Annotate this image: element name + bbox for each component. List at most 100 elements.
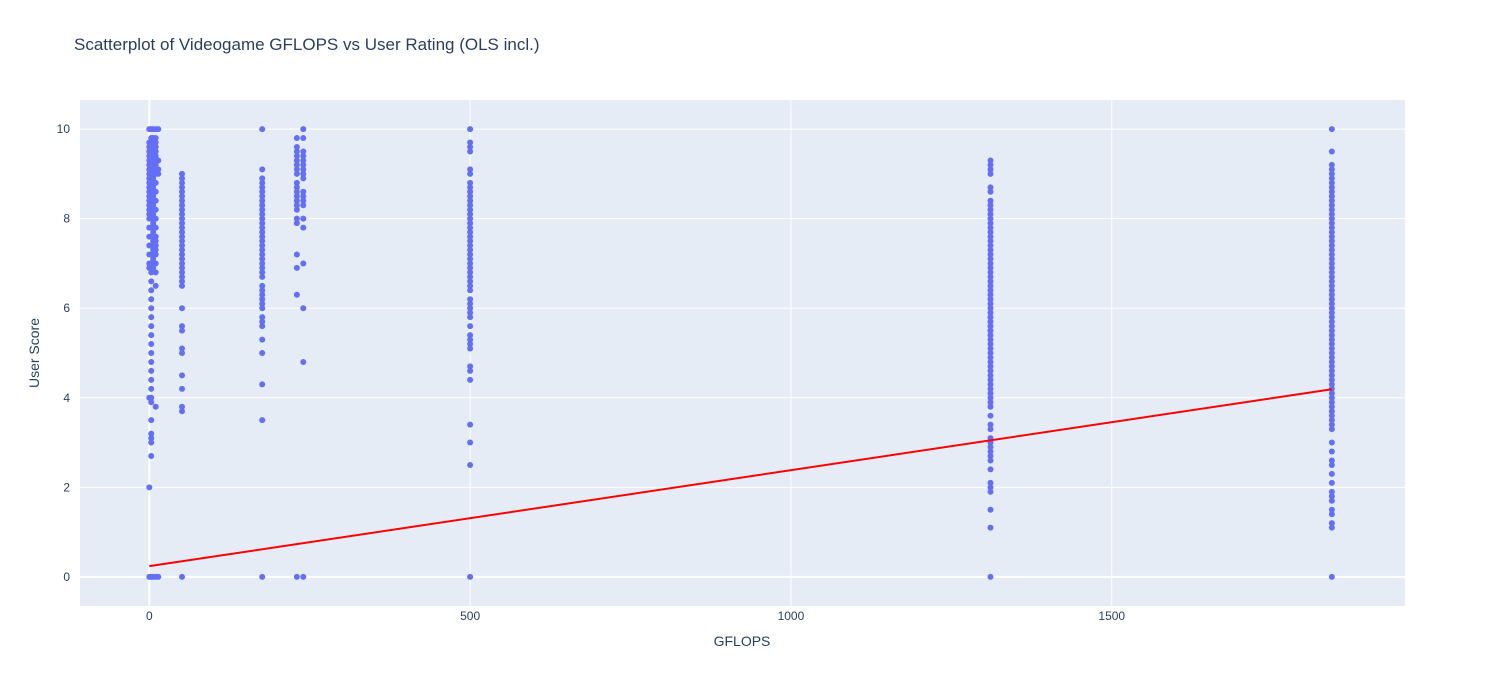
data-point — [987, 188, 994, 195]
data-point — [179, 573, 186, 580]
data-point — [300, 305, 307, 312]
data-point — [293, 573, 300, 580]
data-point — [467, 139, 474, 146]
data-point — [1328, 179, 1335, 186]
data-point — [987, 484, 994, 491]
data-point — [987, 524, 994, 531]
data-point — [1328, 278, 1335, 285]
data-point — [152, 139, 159, 146]
data-point — [152, 197, 159, 204]
data-point — [259, 224, 266, 231]
x-tick-label: 500 — [460, 609, 480, 623]
data-point — [987, 350, 994, 356]
data-point — [148, 358, 155, 365]
data-point — [1328, 403, 1335, 410]
data-point — [259, 233, 266, 240]
data-point — [467, 367, 474, 374]
y-tick-label: 6 — [63, 301, 70, 315]
data-point — [467, 220, 474, 227]
data-point — [1328, 161, 1335, 168]
data-point — [152, 161, 159, 168]
data-point — [1328, 188, 1335, 195]
data-point — [1328, 184, 1335, 191]
data-point — [1328, 282, 1335, 289]
data-point — [987, 197, 994, 204]
data-point — [179, 238, 186, 245]
data-point — [1328, 126, 1335, 133]
data-point — [148, 269, 155, 276]
data-point — [300, 358, 307, 365]
data-point — [1328, 439, 1335, 446]
data-point — [179, 197, 186, 204]
data-point — [259, 381, 266, 388]
y-axis-ticks: 0 2 4 6 8 10 — [57, 122, 71, 584]
data-point — [467, 144, 474, 151]
data-point — [987, 255, 994, 262]
data-point — [179, 179, 186, 186]
data-point — [1328, 381, 1335, 388]
data-point — [179, 184, 186, 191]
data-point — [293, 144, 300, 151]
data-point — [293, 251, 300, 258]
data-point — [259, 238, 266, 245]
data-point — [987, 305, 994, 312]
data-point — [300, 224, 307, 231]
data-point — [467, 215, 474, 222]
y-axis-title: User Score — [26, 318, 42, 388]
data-point — [155, 170, 162, 177]
data-point — [467, 341, 474, 348]
data-point — [467, 170, 474, 177]
data-point — [1328, 291, 1335, 298]
data-point — [300, 202, 307, 209]
data-point — [300, 573, 307, 580]
data-point — [259, 166, 266, 173]
data-point — [150, 175, 157, 182]
data-point — [148, 452, 155, 459]
data-point — [1328, 394, 1335, 401]
ols-trendline — [149, 388, 1332, 568]
data-point — [467, 202, 474, 209]
data-point — [152, 403, 159, 410]
data-point — [179, 278, 186, 285]
data-point — [467, 211, 474, 218]
data-point — [467, 314, 474, 321]
data-point — [259, 291, 266, 298]
data-point — [148, 439, 155, 446]
data-point — [179, 242, 186, 249]
data-point — [987, 372, 994, 379]
data-point — [259, 215, 266, 222]
data-point — [293, 166, 300, 173]
data-point — [152, 224, 159, 231]
data-point — [152, 135, 159, 142]
data-point — [152, 260, 159, 267]
data-point — [1328, 220, 1335, 227]
data-point — [1328, 260, 1335, 267]
data-point — [467, 251, 474, 258]
data-point — [467, 229, 474, 236]
data-point — [300, 260, 307, 267]
data-point — [987, 394, 994, 401]
data-point — [1328, 242, 1335, 249]
data-point — [179, 403, 186, 410]
data-point — [1328, 273, 1335, 280]
data-point — [467, 376, 474, 383]
data-point — [148, 341, 155, 348]
data-point — [259, 282, 266, 289]
data-point — [467, 439, 474, 446]
data-point — [467, 148, 474, 155]
data-point — [259, 323, 266, 330]
data-point — [179, 327, 186, 334]
data-point — [293, 264, 300, 271]
data-point — [293, 184, 300, 191]
data-point — [1328, 148, 1335, 155]
data-point — [987, 282, 994, 289]
data-point — [1328, 470, 1335, 477]
data-point — [1328, 506, 1335, 513]
data-point — [987, 296, 994, 303]
data-point — [987, 358, 994, 365]
data-point — [1328, 421, 1335, 428]
data-point — [300, 126, 307, 133]
data-point — [1328, 193, 1335, 200]
data-point — [293, 161, 300, 168]
data-point — [293, 170, 300, 177]
